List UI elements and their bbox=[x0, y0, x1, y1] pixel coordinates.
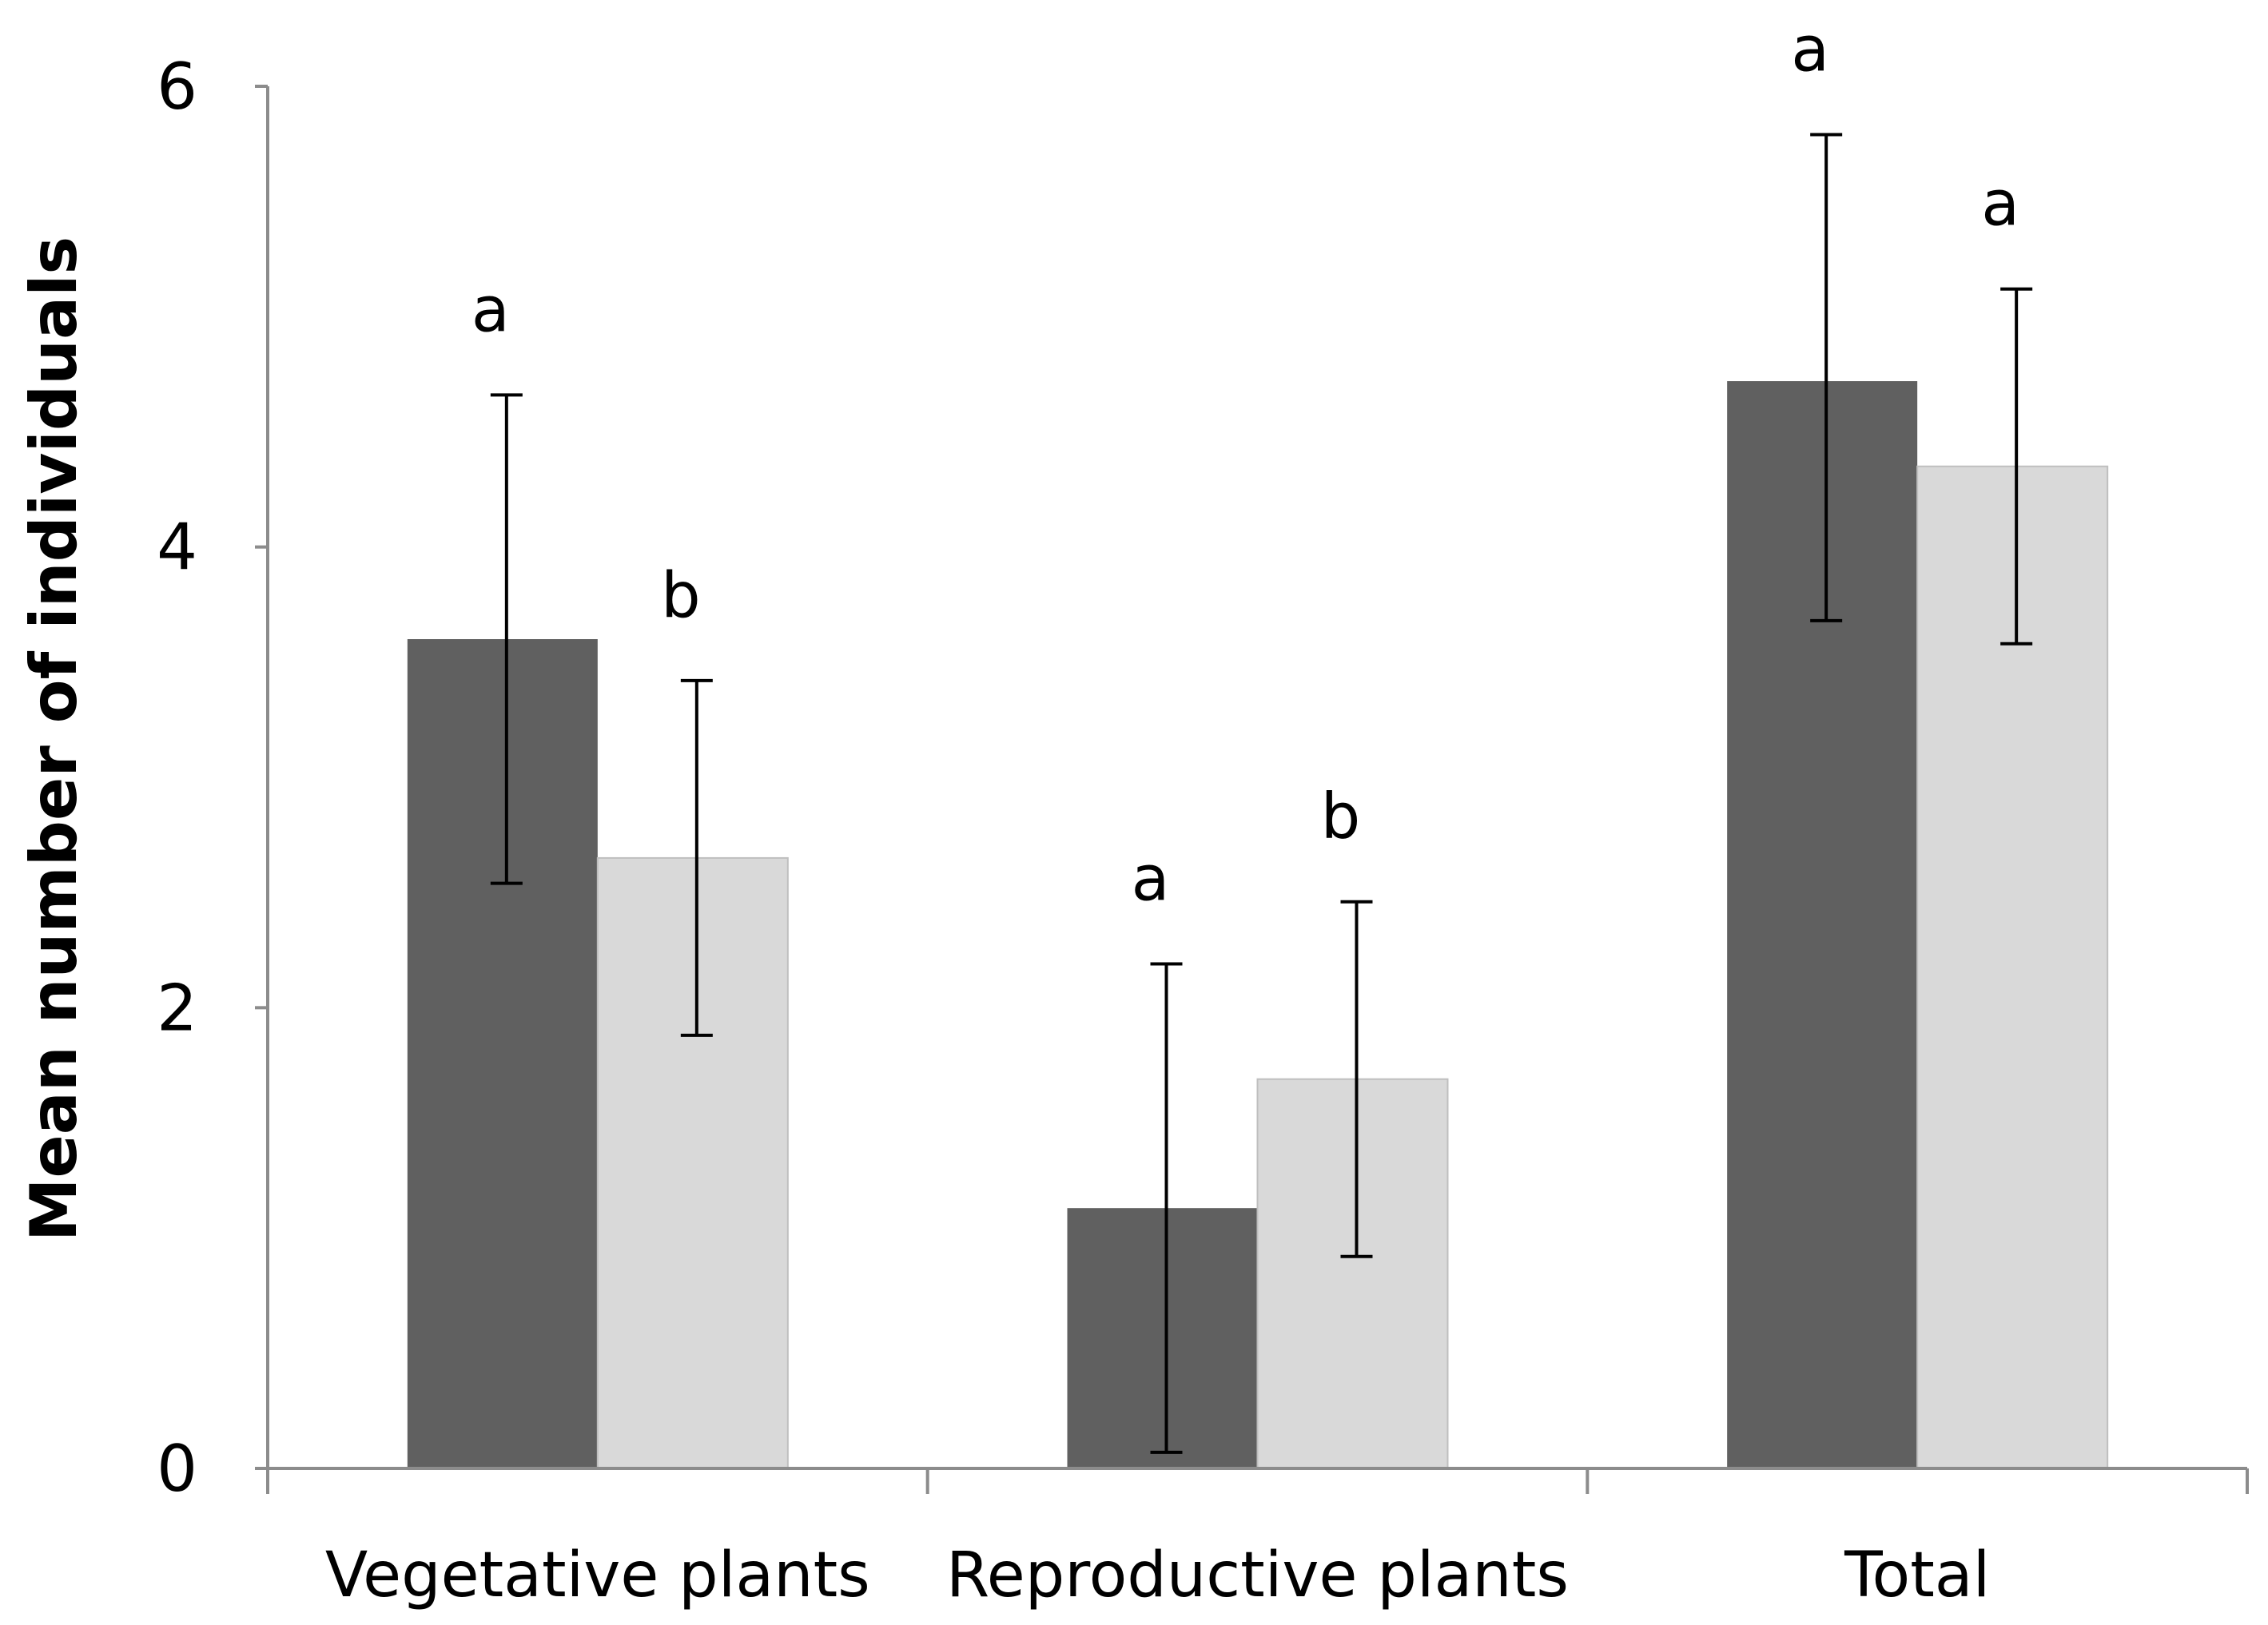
bars-layer bbox=[407, 381, 2109, 1469]
labels-layer: 0 2 4 6 a b Vegetative plants a b Reproductive pl… bbox=[157, 14, 2019, 1611]
bar-2-1 bbox=[596, 856, 789, 1469]
significance-letter: b bbox=[1321, 781, 1361, 853]
significance-letter: b bbox=[661, 560, 701, 632]
y-tick-label: 4 bbox=[157, 511, 197, 585]
bar-2-2 bbox=[1256, 1078, 1449, 1469]
error-bars-layer bbox=[490, 133, 2033, 1454]
bar-1-1 bbox=[407, 639, 598, 1468]
bar-1-2 bbox=[1067, 1208, 1258, 1468]
significance-letter: a bbox=[1132, 844, 1170, 916]
x-category-label: Total bbox=[1844, 1540, 1990, 1611]
bar-1-3 bbox=[1727, 381, 1918, 1469]
bar-2-3 bbox=[1916, 465, 2109, 1469]
y-axis-title: Mean number of individuals bbox=[17, 236, 91, 1242]
x-category-label: Reproductive plants bbox=[946, 1540, 1569, 1611]
significance-letter: a bbox=[472, 274, 510, 346]
x-category-label: Vegetative plants bbox=[325, 1540, 870, 1611]
y-tick-label: 2 bbox=[157, 971, 197, 1045]
axes-layer bbox=[255, 85, 2249, 1494]
y-tick-label: 6 bbox=[157, 50, 197, 124]
significance-letter: a bbox=[1981, 169, 2019, 240]
y-tick-label: 0 bbox=[157, 1432, 197, 1506]
significance-letter: a bbox=[1791, 14, 1829, 86]
